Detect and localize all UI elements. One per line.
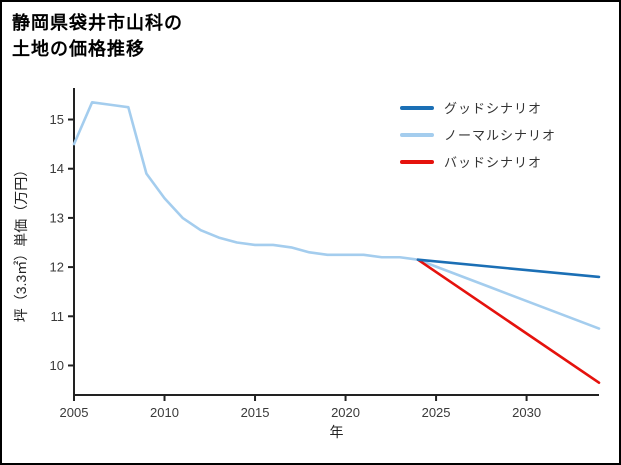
y-tick-label: 10 bbox=[50, 358, 64, 373]
chart-title: 静岡県袋井市山科の 土地の価格推移 bbox=[12, 10, 183, 62]
x-tick-label: 2005 bbox=[60, 405, 89, 420]
x-tick-label: 2015 bbox=[241, 405, 270, 420]
y-tick-label: 14 bbox=[50, 161, 64, 176]
x-tick-label: 2025 bbox=[422, 405, 451, 420]
y-axis-label: 坪（3.3㎡）単価（万円） bbox=[13, 163, 29, 322]
y-tick-label: 15 bbox=[50, 112, 64, 127]
y-tick-label: 11 bbox=[51, 309, 65, 324]
legend-line-normal-scenario bbox=[400, 132, 434, 137]
series-line-0 bbox=[416, 258, 601, 279]
legend: グッドシナリオ ノーマルシナリオ バッドシナリオ bbox=[400, 94, 556, 175]
y-tick-label: 13 bbox=[50, 210, 64, 225]
chart-title-line1: 静岡県袋井市山科の bbox=[12, 13, 183, 33]
legend-label-bad-scenario: バッドシナリオ bbox=[444, 155, 543, 170]
series-line-2 bbox=[416, 258, 601, 385]
x-tick-label: 2020 bbox=[331, 405, 360, 420]
x-tick-label: 2010 bbox=[150, 405, 179, 420]
legend-item-normal-scenario: ノーマルシナリオ bbox=[400, 121, 556, 148]
x-axis-label: 年 bbox=[330, 424, 344, 440]
legend-label-normal-scenario: ノーマルシナリオ bbox=[444, 128, 557, 143]
y-tick-label: 12 bbox=[50, 260, 64, 275]
legend-item-bad-scenario: バッドシナリオ bbox=[400, 148, 556, 175]
legend-label-good-scenario: グッドシナリオ bbox=[444, 101, 543, 116]
legend-item-good-scenario: グッドシナリオ bbox=[400, 94, 556, 121]
x-tick-label: 2030 bbox=[512, 405, 541, 420]
series-line-1 bbox=[72, 100, 601, 330]
chart-title-line2: 土地の価格推移 bbox=[12, 39, 145, 59]
legend-line-good-scenario bbox=[400, 105, 434, 110]
legend-line-bad-scenario bbox=[400, 159, 434, 164]
